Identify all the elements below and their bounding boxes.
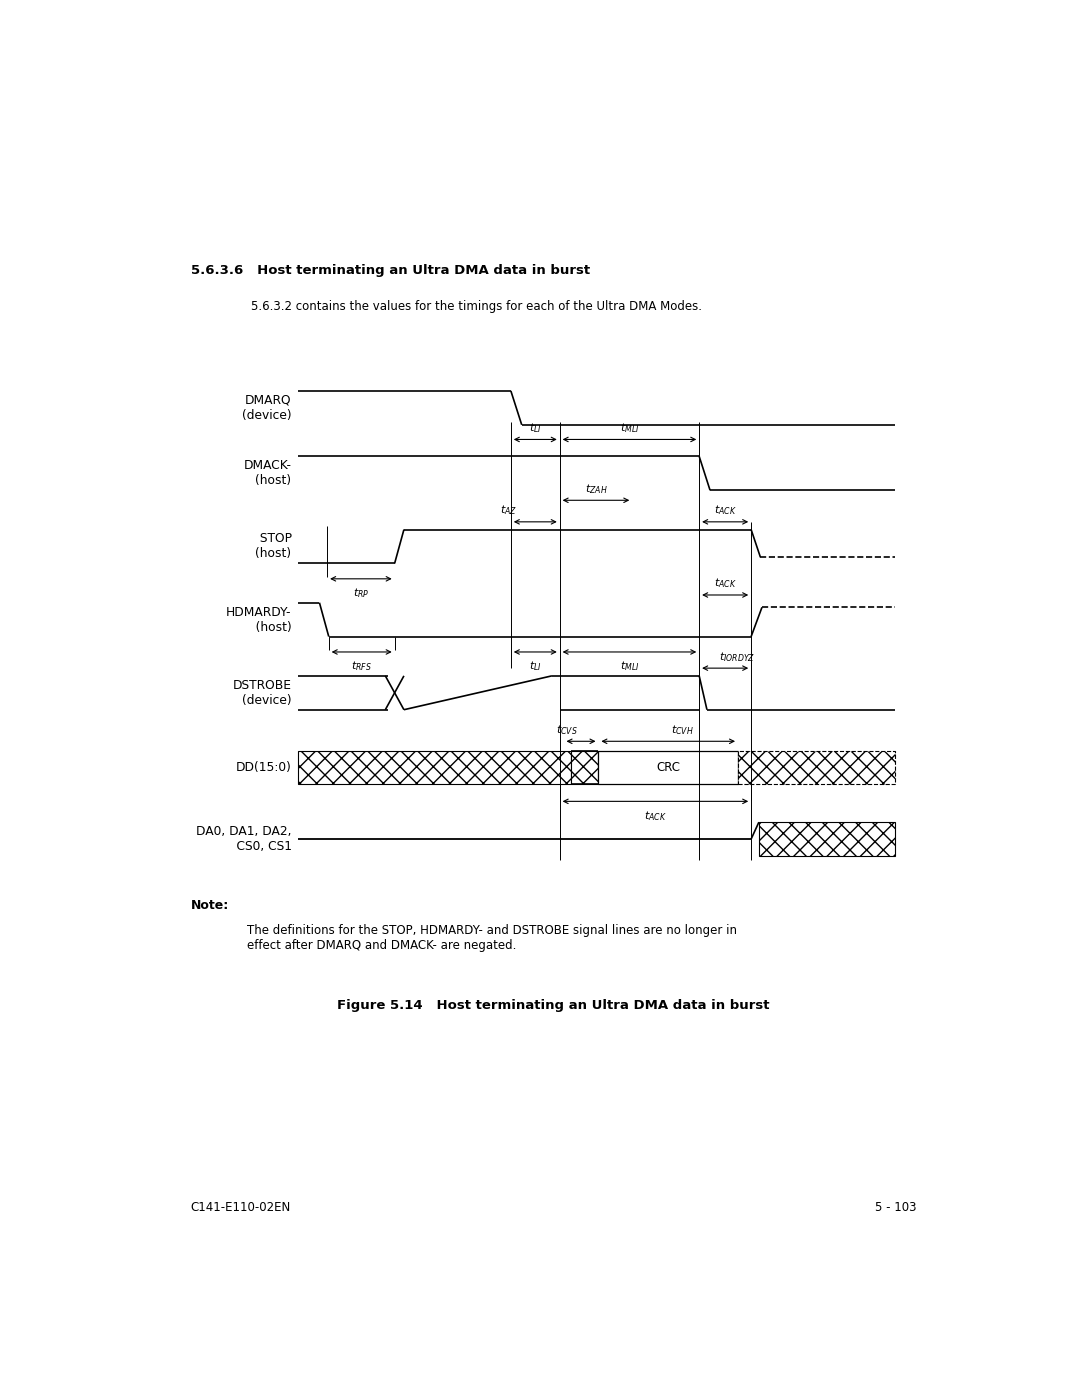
Text: $t_{AZ}$: $t_{AZ}$: [500, 503, 516, 517]
Text: HDMARDY-
   (host): HDMARDY- (host): [226, 606, 292, 634]
Text: 5.6.3.2 contains the values for the timings for each of the Ultra DMA Modes.: 5.6.3.2 contains the values for the timi…: [252, 300, 702, 313]
Bar: [759, 823, 894, 856]
Bar: [738, 750, 894, 784]
Text: DD(15:0): DD(15:0): [235, 761, 292, 774]
Text: 5.6.3.6   Host terminating an Ultra DMA data in burst: 5.6.3.6 Host terminating an Ultra DMA da…: [191, 264, 590, 277]
Text: $t_{MLI}$: $t_{MLI}$: [620, 659, 639, 673]
Text: DMARQ
(device): DMARQ (device): [242, 394, 292, 422]
Text: Figure 5.14   Host terminating an Ultra DMA data in burst: Figure 5.14 Host terminating an Ultra DM…: [337, 999, 770, 1013]
Text: $t_{ACK}$: $t_{ACK}$: [714, 577, 737, 591]
Text: The definitions for the STOP, HDMARDY- and DSTROBE signal lines are no longer in: The definitions for the STOP, HDMARDY- a…: [247, 923, 738, 951]
Text: 5 - 103: 5 - 103: [875, 1201, 916, 1214]
Text: $t_{LI}$: $t_{LI}$: [529, 659, 542, 673]
Bar: [598, 750, 738, 784]
Text: $t_{IORDYZ}$: $t_{IORDYZ}$: [718, 650, 755, 664]
Bar: [298, 750, 571, 784]
Bar: [571, 750, 598, 784]
Text: DA0, DA1, DA2,
    CS0, CS1: DA0, DA1, DA2, CS0, CS1: [197, 826, 292, 854]
Text: DSTROBE
(device): DSTROBE (device): [232, 679, 292, 707]
Text: STOP
(host): STOP (host): [256, 532, 292, 560]
Text: Note:: Note:: [191, 900, 229, 912]
Text: $t_{MLI}$: $t_{MLI}$: [620, 420, 639, 434]
Text: $t_{RP}$: $t_{RP}$: [353, 587, 369, 601]
Text: $t_{ACK}$: $t_{ACK}$: [714, 503, 737, 517]
Text: $t_{RFS}$: $t_{RFS}$: [351, 659, 373, 673]
Text: $t_{CVH}$: $t_{CVH}$: [671, 722, 693, 736]
Text: $t_{ZAH}$: $t_{ZAH}$: [584, 482, 607, 496]
Text: $t_{CVS}$: $t_{CVS}$: [556, 722, 578, 736]
Text: DMACK-
(host): DMACK- (host): [244, 460, 292, 488]
Text: CRC: CRC: [657, 761, 680, 774]
Text: C141-E110-02EN: C141-E110-02EN: [191, 1201, 291, 1214]
Text: $t_{ACK}$: $t_{ACK}$: [644, 809, 666, 823]
Text: $t_{LI}$: $t_{LI}$: [529, 420, 542, 434]
